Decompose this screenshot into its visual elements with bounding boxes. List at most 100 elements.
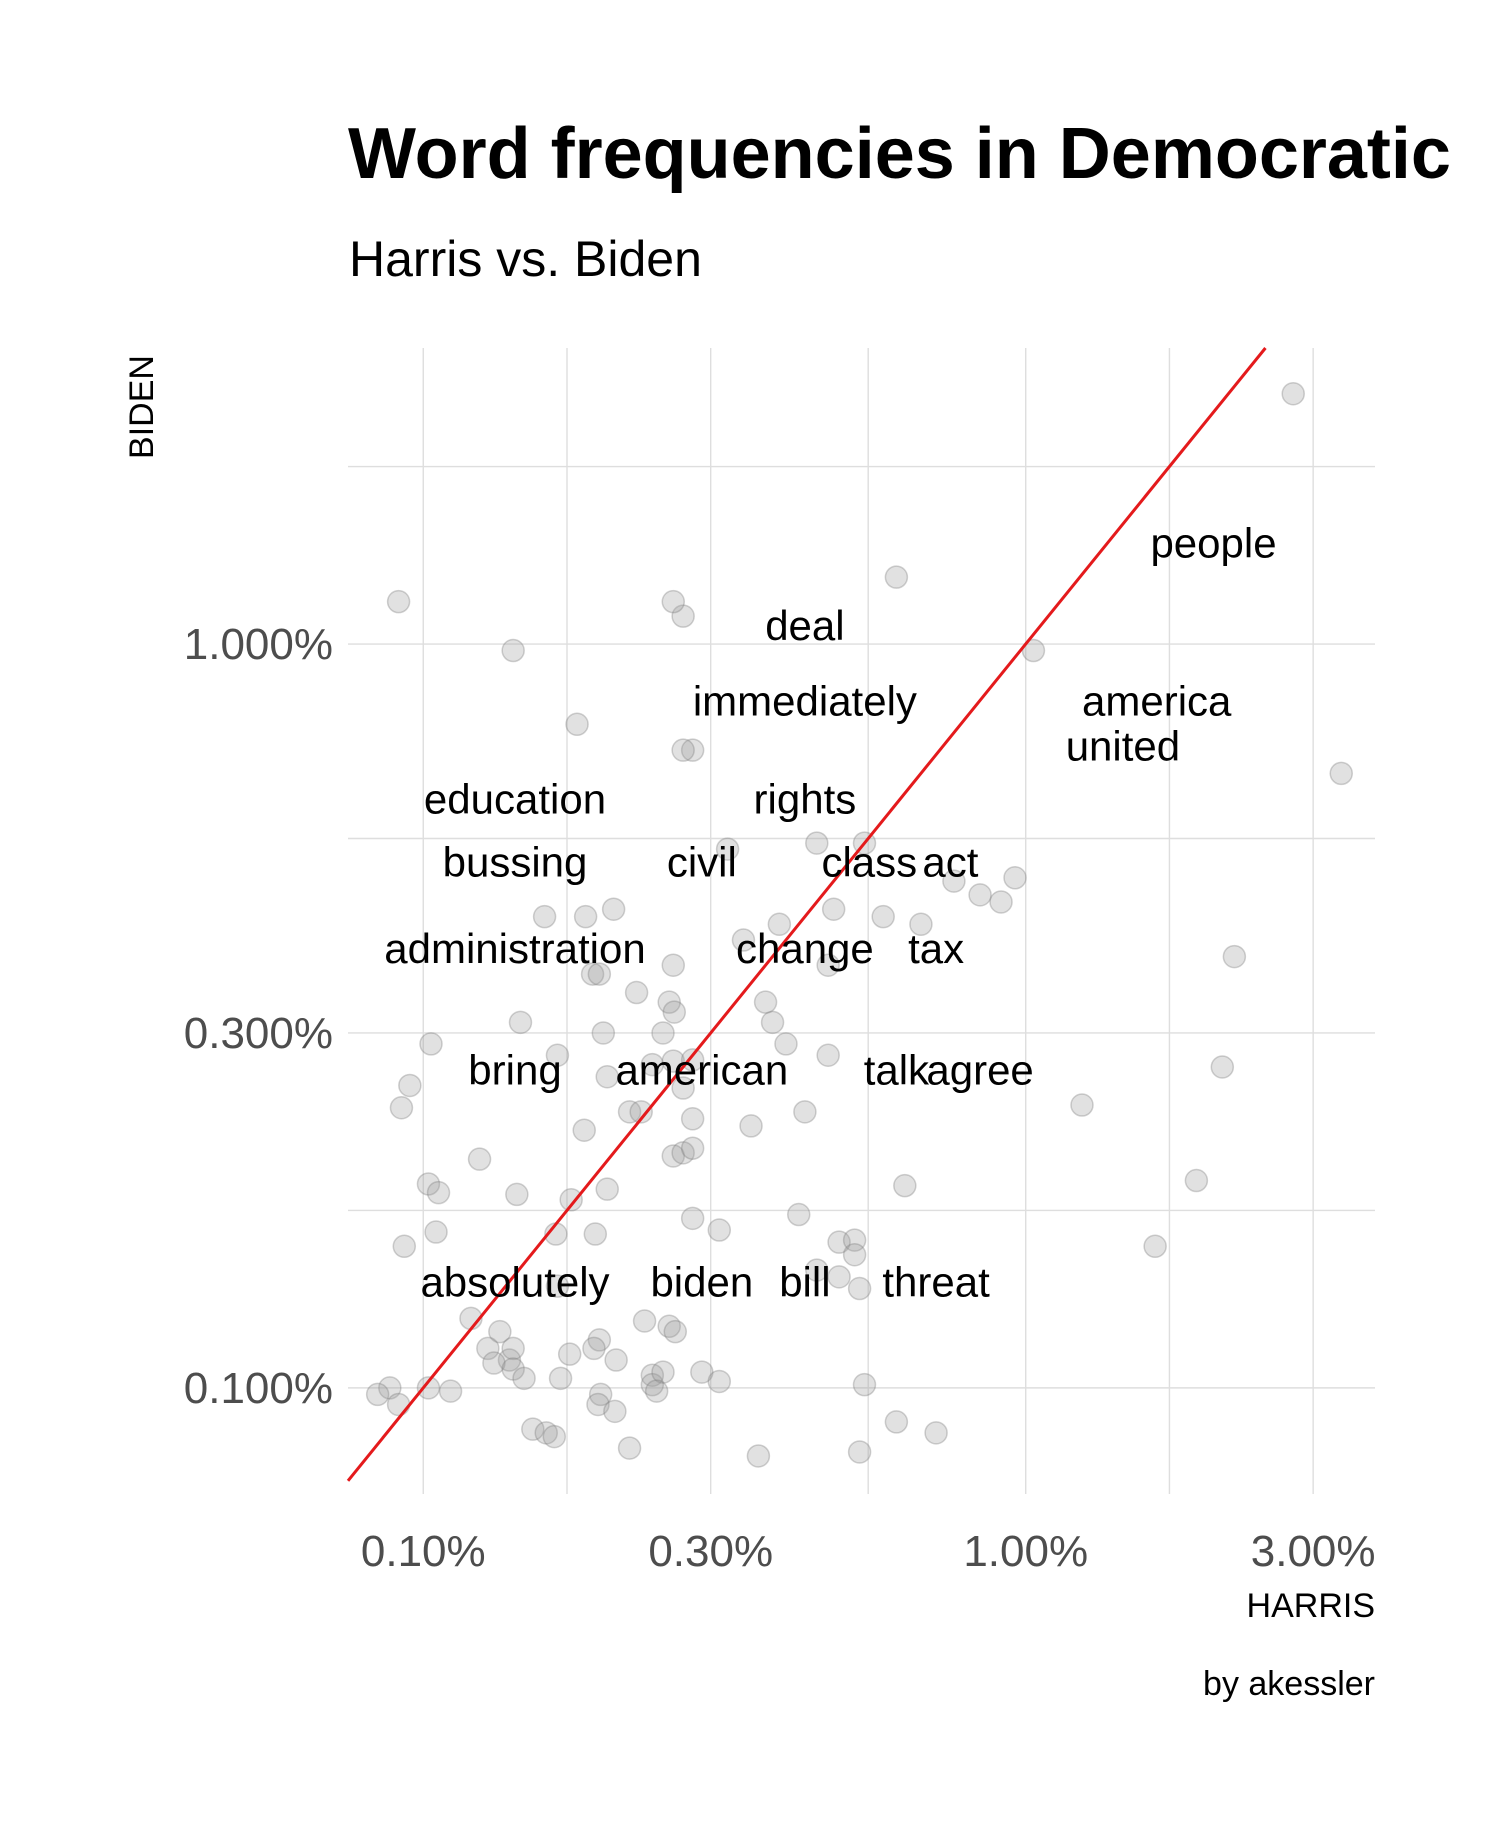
data-point bbox=[661, 953, 686, 977]
data-point bbox=[601, 897, 626, 921]
word-label: american bbox=[615, 1046, 788, 1093]
data-point bbox=[603, 1399, 627, 1424]
word-label: class bbox=[821, 839, 917, 886]
reference-line-layer bbox=[346, 347, 1267, 1482]
word-label: threat bbox=[882, 1258, 990, 1305]
data-point bbox=[416, 1172, 441, 1196]
data-point bbox=[416, 1376, 441, 1400]
data-point bbox=[438, 1379, 463, 1403]
data-point bbox=[467, 1147, 492, 1171]
data-point bbox=[386, 1392, 411, 1417]
data-point bbox=[488, 1319, 512, 1344]
data-point bbox=[501, 1336, 525, 1361]
data-point bbox=[662, 1000, 687, 1024]
data-point bbox=[644, 1379, 669, 1403]
word-label: rights bbox=[754, 775, 857, 822]
data-point bbox=[365, 1382, 390, 1407]
data-point bbox=[715, 837, 740, 861]
data-point bbox=[548, 1366, 573, 1391]
data-point bbox=[424, 1220, 448, 1244]
data-point bbox=[753, 990, 778, 1014]
data-point bbox=[847, 1440, 872, 1464]
data-point bbox=[661, 1049, 686, 1073]
word-label: administration bbox=[384, 925, 645, 972]
data-point bbox=[852, 1372, 877, 1397]
data-point bbox=[557, 1342, 582, 1366]
data-point bbox=[505, 1182, 529, 1207]
data-point bbox=[583, 1222, 608, 1246]
data-point bbox=[651, 1021, 675, 1045]
data-point bbox=[398, 1073, 422, 1098]
data-point bbox=[680, 1048, 705, 1072]
data-point bbox=[640, 1363, 665, 1387]
word-label: absolutely bbox=[420, 1258, 609, 1305]
data-point bbox=[827, 1230, 851, 1254]
data-point bbox=[565, 712, 589, 737]
data-point bbox=[624, 980, 649, 1005]
data-point bbox=[671, 1076, 695, 1100]
word-label: civil bbox=[667, 839, 737, 886]
data-point bbox=[793, 1100, 817, 1124]
chart-title: Word frequencies in Democratic bbox=[348, 114, 1451, 194]
data-point bbox=[545, 1274, 570, 1298]
data-point bbox=[629, 1100, 653, 1124]
word-label: america bbox=[1082, 677, 1232, 724]
data-point bbox=[534, 1421, 558, 1445]
data-point bbox=[497, 1348, 522, 1372]
data-point bbox=[816, 1043, 840, 1068]
data-point bbox=[521, 1417, 545, 1441]
word-label: deal bbox=[765, 602, 844, 649]
data-point bbox=[707, 1369, 732, 1394]
data-point bbox=[501, 1357, 525, 1381]
word-label: act bbox=[922, 839, 978, 886]
y-axis-title: BIDEN bbox=[123, 355, 161, 459]
data-point bbox=[587, 1328, 612, 1352]
data-point bbox=[1329, 761, 1353, 786]
data-point bbox=[816, 953, 840, 977]
word-label: change bbox=[736, 925, 874, 972]
data-point bbox=[760, 1010, 785, 1035]
data-point bbox=[680, 1107, 705, 1131]
data-point bbox=[661, 1144, 686, 1168]
word-label: talk bbox=[864, 1046, 930, 1093]
data-point bbox=[386, 589, 411, 614]
data-point bbox=[671, 604, 695, 628]
data-point bbox=[389, 1096, 414, 1120]
data-point bbox=[1281, 381, 1305, 406]
data-point bbox=[559, 1188, 583, 1212]
axis-ticks: 0.10% 0.30% 1.00% 3.00% 0.100% 0.300% 1.000% bbox=[184, 620, 1376, 1576]
data-point bbox=[573, 904, 598, 929]
data-point bbox=[617, 1100, 642, 1124]
data-point bbox=[640, 1052, 665, 1077]
data-point bbox=[586, 1392, 610, 1417]
data-point bbox=[591, 1021, 616, 1045]
data-point bbox=[884, 1410, 909, 1434]
word-label: bussing bbox=[443, 839, 588, 886]
data-point bbox=[632, 1309, 657, 1333]
word-label: people bbox=[1150, 519, 1276, 566]
data-point bbox=[476, 1336, 500, 1361]
data-point bbox=[426, 1180, 451, 1205]
data-point bbox=[671, 738, 695, 762]
data-point bbox=[617, 1436, 642, 1460]
data-point bbox=[1222, 944, 1247, 969]
chart-caption: by akessler bbox=[1203, 1665, 1375, 1703]
data-point bbox=[942, 869, 966, 893]
data-point bbox=[690, 1360, 714, 1384]
data-point bbox=[508, 1010, 533, 1035]
chart-subtitle: Harris vs. Biden bbox=[349, 231, 702, 287]
word-label: agree bbox=[926, 1046, 1033, 1093]
data-point bbox=[595, 1177, 619, 1201]
data-point bbox=[746, 1444, 771, 1468]
data-point bbox=[595, 1064, 619, 1089]
word-label: bring bbox=[468, 1046, 561, 1093]
data-point bbox=[651, 1360, 675, 1384]
data-point bbox=[893, 1173, 917, 1198]
data-point bbox=[580, 962, 605, 986]
data-point bbox=[884, 565, 909, 589]
data-point bbox=[572, 1118, 596, 1142]
data-point bbox=[512, 1366, 536, 1391]
data-point bbox=[587, 962, 612, 986]
